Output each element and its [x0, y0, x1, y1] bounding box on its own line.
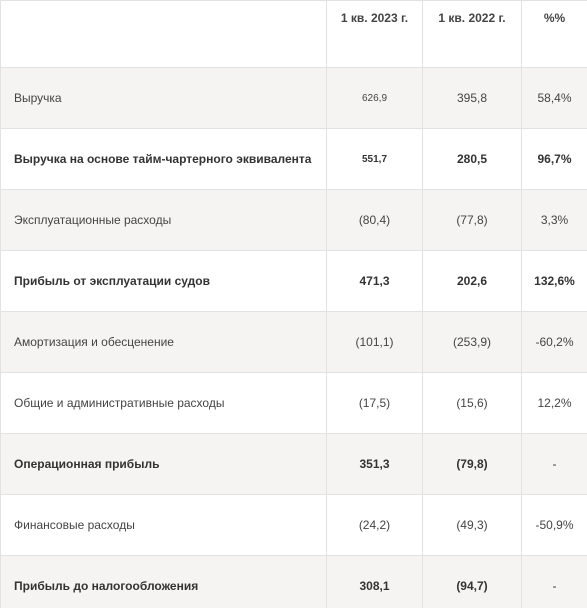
cell-q1-2023: 308,1 — [326, 555, 423, 608]
row-label: Прибыль до налогообложения — [0, 555, 327, 608]
row-label: Эксплуатационные расходы — [0, 189, 327, 251]
cell-percent: - — [521, 555, 587, 608]
table-row: Амортизация и обесценение (101,1) (253,9… — [0, 311, 587, 373]
row-label: Прибыль от эксплуатации судов — [0, 250, 327, 312]
cell-q1-2023: (24,2) — [326, 494, 423, 556]
cell-q1-2022: 395,8 — [422, 67, 522, 129]
row-label: Выручка на основе тайм-чартерного эквива… — [0, 128, 327, 190]
cell-q1-2023: 626,9 — [326, 67, 423, 129]
row-label: Выручка — [0, 67, 327, 129]
table-row: Операционная прибыль 351,3 (79,8) - — [0, 433, 587, 495]
cell-q1-2022: 280,5 — [422, 128, 522, 190]
header-percent: %% — [521, 0, 587, 68]
row-label: Финансовые расходы — [0, 494, 327, 556]
header-q1-2022: 1 кв. 2022 г. — [422, 0, 522, 68]
cell-q1-2023: (80,4) — [326, 189, 423, 251]
cell-percent: - — [521, 433, 587, 495]
cell-q1-2023: 471,3 — [326, 250, 423, 312]
cell-q1-2022: (253,9) — [422, 311, 522, 373]
cell-percent: -60,2% — [521, 311, 587, 373]
cell-q1-2023: (17,5) — [326, 372, 423, 434]
table-row: Прибыль от эксплуатации судов 471,3 202,… — [0, 250, 587, 312]
table-header-row: 1 кв. 2023 г. 1 кв. 2022 г. %% — [0, 0, 587, 68]
row-label: Операционная прибыль — [0, 433, 327, 495]
cell-percent: -50,9% — [521, 494, 587, 556]
cell-q1-2022: (49,3) — [422, 494, 522, 556]
cell-q1-2023: (101,1) — [326, 311, 423, 373]
table-row: Общие и административные расходы (17,5) … — [0, 372, 587, 434]
table-row: Эксплуатационные расходы (80,4) (77,8) 3… — [0, 189, 587, 251]
cell-percent: 96,7% — [521, 128, 587, 190]
cell-percent: 3,3% — [521, 189, 587, 251]
cell-q1-2022: (77,8) — [422, 189, 522, 251]
table-row: Прибыль до налогообложения 308,1 (94,7) … — [0, 555, 587, 608]
row-label: Общие и административные расходы — [0, 372, 327, 434]
cell-q1-2023: 551,7 — [326, 128, 423, 190]
cell-q1-2023: 351,3 — [326, 433, 423, 495]
cell-q1-2022: 202,6 — [422, 250, 522, 312]
header-label — [0, 0, 327, 68]
table-row: Выручка 626,9 395,8 58,4% — [0, 67, 587, 129]
table-row: Финансовые расходы (24,2) (49,3) -50,9% — [0, 494, 587, 556]
header-q1-2023: 1 кв. 2023 г. — [326, 0, 423, 68]
table-row: Выручка на основе тайм-чартерного эквива… — [0, 128, 587, 190]
row-label: Амортизация и обесценение — [0, 311, 327, 373]
cell-percent: 12,2% — [521, 372, 587, 434]
cell-percent: 132,6% — [521, 250, 587, 312]
cell-percent: 58,4% — [521, 67, 587, 129]
cell-q1-2022: (94,7) — [422, 555, 522, 608]
cell-q1-2022: (79,8) — [422, 433, 522, 495]
cell-q1-2022: (15,6) — [422, 372, 522, 434]
